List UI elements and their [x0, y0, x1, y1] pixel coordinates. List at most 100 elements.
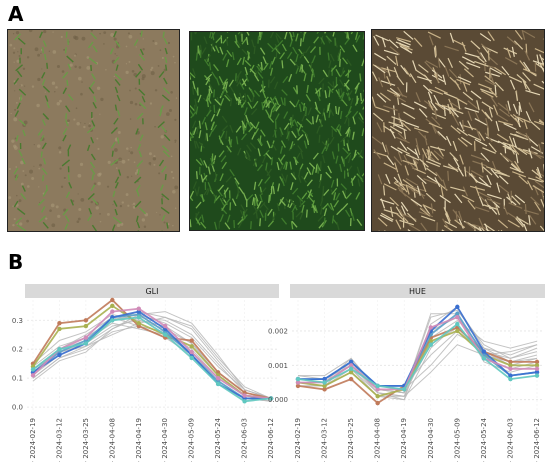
grass-blade: [190, 111, 197, 119]
plant-leaf: [44, 95, 49, 102]
grass-blade: [221, 161, 227, 170]
grass-blade: [239, 209, 245, 218]
grass-blade: [327, 85, 334, 94]
straw-stem: [374, 52, 387, 61]
soil-speck: [150, 71, 155, 76]
grass-blade: [220, 155, 227, 163]
grass-blade: [334, 124, 341, 132]
grass-blade: [222, 52, 228, 61]
grass-blade: [280, 97, 284, 106]
grass-blade: [239, 92, 243, 101]
series-point: [242, 399, 247, 404]
grass-blade: [215, 77, 220, 86]
straw-stem: [515, 90, 519, 101]
straw-stem: [372, 71, 378, 82]
grass-blade: [358, 116, 364, 124]
straw-stem: [450, 125, 461, 135]
straw-stem: [426, 175, 439, 184]
straw-stem: [539, 62, 544, 73]
grass-blade: [312, 152, 319, 160]
soil-speck: [125, 147, 129, 150]
straw-stem: [516, 73, 527, 83]
grass-blade: [269, 32, 275, 39]
grass-blade: [225, 130, 228, 139]
series-point: [428, 325, 433, 330]
straw-stem: [399, 141, 408, 151]
plant-leaf: [40, 151, 43, 158]
soil-speck: [38, 167, 41, 170]
straw-stem: [519, 60, 528, 70]
grass-blade: [338, 88, 341, 97]
straw-stem: [478, 176, 489, 187]
soil-speck: [90, 30, 93, 32]
grass-blade: [201, 47, 207, 55]
straw-stem: [498, 120, 514, 126]
y-tick-label: 0.000: [268, 396, 288, 404]
straw-stem: [375, 34, 389, 42]
grass-blade: [229, 86, 235, 94]
straw-stem: [488, 142, 497, 153]
soil-speck: [51, 223, 56, 228]
grass-blade: [259, 201, 266, 209]
soil-speck: [110, 32, 115, 37]
straw-stem: [397, 173, 403, 184]
straw-stem: [404, 165, 410, 176]
straw-stem: [395, 41, 410, 48]
soil-speck: [100, 97, 104, 102]
straw-stem: [530, 196, 540, 206]
straw-stem: [493, 104, 499, 115]
plant-leaf: [136, 190, 140, 197]
soil-speck: [73, 35, 77, 40]
soil-speck: [159, 214, 161, 216]
straw-stem: [414, 148, 420, 159]
plant-leaf: [16, 224, 27, 231]
straw-stem: [511, 195, 521, 205]
grass-blade: [224, 222, 231, 230]
grass-blade: [361, 172, 364, 177]
plant-leaf: [88, 207, 93, 215]
plant-leaf: [139, 102, 147, 110]
soil-speck: [96, 137, 99, 140]
soil-speck: [97, 181, 101, 186]
straw-stem: [464, 166, 467, 177]
straw-stem: [489, 72, 495, 83]
straw-stem: [405, 153, 420, 161]
plant-leaf: [67, 93, 74, 101]
straw-stem: [449, 76, 460, 86]
grass-blade: [290, 221, 294, 230]
straw-stem: [385, 173, 391, 185]
series-point: [375, 394, 380, 399]
grass-blade: [276, 39, 284, 47]
grass-blade: [354, 85, 359, 94]
grass-blade: [303, 140, 308, 149]
facet-title: HUE: [409, 287, 426, 296]
straw-stem: [442, 165, 458, 171]
plant-leaf: [15, 135, 19, 142]
plant-leaf: [133, 39, 139, 46]
plant-leaf: [112, 216, 122, 224]
grass-blade: [218, 150, 225, 158]
grass-blade: [295, 33, 299, 42]
grass-blade: [196, 125, 199, 135]
plant-leaf: [139, 48, 144, 56]
grass-blade: [195, 140, 200, 149]
soil-speck: [73, 54, 77, 57]
straw-stem: [509, 79, 516, 90]
soil-speck: [86, 56, 90, 59]
x-tick-label: - 2024-03-12: [321, 418, 329, 462]
grass-blade: [276, 162, 280, 171]
plant-leaf: [110, 141, 116, 149]
grass-blade: [210, 32, 216, 39]
soil-speck: [83, 125, 86, 129]
straw-stem: [455, 211, 458, 222]
grass-blade: [234, 34, 238, 43]
plant-leaf: [91, 174, 95, 181]
straw-stem: [444, 66, 450, 77]
straw-stem: [533, 120, 544, 126]
grass-blade: [237, 147, 242, 156]
straw-stem: [480, 152, 490, 163]
straw-stem: [510, 163, 521, 173]
grass-blade: [198, 120, 202, 129]
straw-stem: [420, 206, 431, 216]
grass-blade: [362, 32, 364, 40]
